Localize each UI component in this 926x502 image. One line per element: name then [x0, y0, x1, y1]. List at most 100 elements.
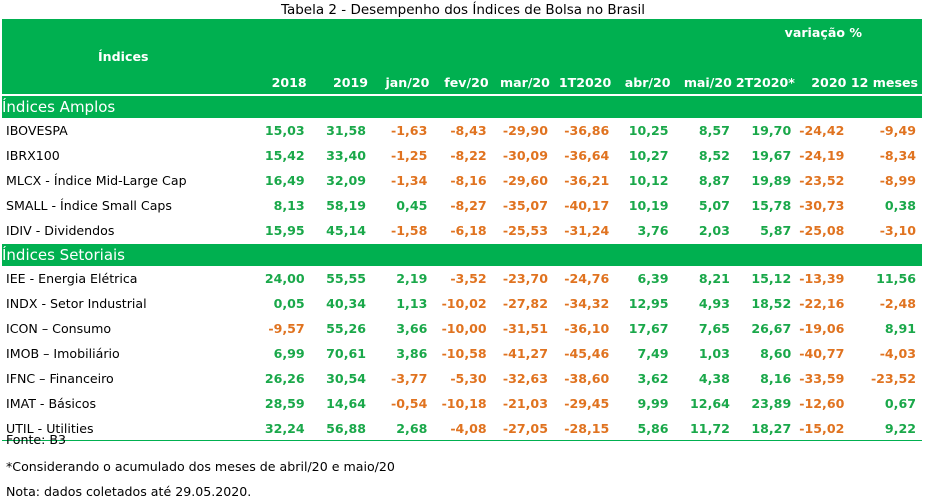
column-header: 12 meses [850, 75, 918, 90]
value-cell: -10,18 [433, 390, 493, 416]
index-name: UTIL - Utilities [2, 415, 250, 441]
value-cell: 56,88 [310, 415, 373, 441]
value-cell: -41,27 [492, 340, 554, 366]
value-cell: -2,48 [850, 290, 922, 316]
value-cell: 19,70 [735, 118, 798, 143]
value-cell: 18,27 [735, 415, 798, 441]
value-cell: 18,52 [735, 290, 798, 316]
value-cell: -13,39 [797, 266, 851, 291]
value-cell: -8,22 [433, 142, 493, 168]
value-cell: 8,16 [735, 365, 798, 391]
value-cell: -38,60 [553, 365, 616, 391]
value-cell: -29,90 [492, 118, 554, 143]
value-cell: -30,09 [492, 142, 554, 168]
value-cell: 5,87 [735, 217, 798, 244]
index-name: IMOB – Imobiliário [2, 340, 250, 366]
value-cell: 19,67 [735, 142, 798, 168]
value-cell: 8,57 [674, 118, 736, 143]
table-row: INDX - Setor Industrial 0,05 40,34 1,13 -10,… [2, 290, 922, 316]
value-cell: -6,18 [433, 217, 493, 244]
value-cell: -36,86 [553, 118, 616, 143]
value-cell: 55,26 [310, 315, 373, 341]
value-cell: -8,27 [433, 192, 493, 218]
value-cell: -23,52 [850, 365, 922, 391]
value-cell: -8,99 [850, 167, 922, 193]
value-cell: 15,42 [249, 142, 311, 168]
value-cell: -45,46 [553, 340, 616, 366]
section-row: Índices Amplos [2, 94, 922, 118]
value-cell: 15,03 [249, 118, 311, 143]
value-cell: -8,43 [433, 118, 493, 143]
column-header: 2018 [271, 75, 307, 90]
value-cell: -34,32 [553, 290, 616, 316]
table-row: MLCX - Índice Mid-Large Cap 16,49 32,09 -1,… [2, 167, 922, 193]
value-cell: -9,49 [850, 118, 922, 143]
value-cell: 33,40 [310, 142, 373, 168]
value-cell: -24,76 [553, 266, 616, 291]
index-name: IBOVESPA [2, 118, 250, 143]
value-cell: -10,58 [433, 340, 493, 366]
value-cell: -1,34 [372, 167, 434, 193]
section-label: Índices Setoriais [2, 242, 922, 266]
table-row: UTIL - Utilities 32,24 56,88 2,68 -4,08 -27,0… [2, 415, 922, 441]
table-row: IDIV - Dividendos 15,95 45,14 -1,58 -6,18 -25… [2, 217, 922, 244]
value-cell: 15,95 [249, 217, 311, 244]
value-cell: -28,15 [553, 415, 616, 441]
value-cell: 12,64 [674, 390, 736, 416]
value-cell: -10,00 [433, 315, 493, 341]
section-row: Índices Setoriais [2, 242, 922, 266]
value-cell: 8,13 [249, 192, 311, 218]
value-cell: -25,53 [492, 217, 554, 244]
index-name: IMAT - Básicos [2, 390, 250, 416]
value-cell: 32,24 [249, 415, 311, 441]
value-cell: 15,12 [735, 266, 798, 291]
value-cell: 17,67 [615, 315, 675, 341]
column-header: abr/20 [624, 75, 671, 90]
column-header: fev/20 [444, 75, 489, 90]
index-name: MLCX - Índice Mid-Large Cap [2, 167, 250, 193]
value-cell: -31,51 [492, 315, 554, 341]
value-cell: 1,03 [674, 340, 736, 366]
value-cell: 10,25 [615, 118, 675, 143]
value-cell: 24,00 [249, 266, 311, 291]
value-cell: -21,03 [492, 390, 554, 416]
variacao-header: variação % [784, 25, 862, 40]
value-cell: -9,57 [249, 315, 311, 341]
value-cell: 0,38 [850, 192, 922, 218]
value-cell: -12,60 [797, 390, 851, 416]
value-cell: 9,99 [615, 390, 675, 416]
value-cell: 7,49 [615, 340, 675, 366]
value-cell: 15,78 [735, 192, 798, 218]
value-cell: 9,22 [850, 415, 922, 441]
value-cell: 0,05 [249, 290, 311, 316]
index-name: ICON – Consumo [2, 315, 250, 341]
table-row: IEE - Energia Elétrica 24,00 55,55 2,19 -3,5… [2, 266, 922, 291]
column-header: 2019 [332, 75, 369, 90]
value-cell: -36,64 [553, 142, 616, 168]
value-cell: 7,65 [674, 315, 736, 341]
value-cell: 3,86 [372, 340, 434, 366]
value-cell: -40,17 [553, 192, 616, 218]
value-cell: 58,19 [310, 192, 373, 218]
value-cell: 32,09 [310, 167, 373, 193]
table-row: ICON – Consumo -9,57 55,26 3,66 -10,00 -31,51… [2, 315, 922, 341]
value-cell: -15,02 [797, 415, 851, 441]
value-cell: 70,61 [310, 340, 373, 366]
value-cell: 1,13 [372, 290, 434, 316]
value-cell: -8,34 [850, 142, 922, 168]
value-cell: 55,55 [310, 266, 373, 291]
table-title: Tabela 2 - Desempenho dos Índices de Bol… [280, 2, 646, 18]
value-cell: 12,95 [615, 290, 675, 316]
value-cell: 14,64 [310, 390, 373, 416]
value-cell: 19,89 [735, 167, 798, 193]
table-row: IMAT - Básicos 28,59 14,64 -0,54 -10,18 -21,0… [2, 390, 922, 416]
value-cell: 11,56 [850, 266, 922, 291]
value-cell: 3,62 [615, 365, 675, 391]
value-cell: 0,67 [850, 390, 922, 416]
footnote: *Considerando o acumulado dos meses de a… [6, 459, 395, 474]
header-row-top: Índices variação % [2, 19, 922, 71]
column-header: 2T2020* [735, 75, 795, 90]
indices-header: Índices [98, 49, 149, 64]
value-cell: 3,76 [615, 217, 675, 244]
